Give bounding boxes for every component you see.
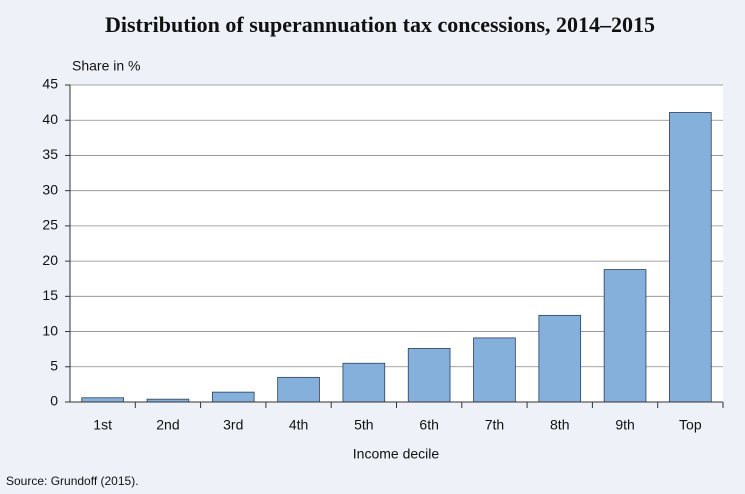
chart-title: Distribution of superannuation tax conce…	[105, 12, 655, 37]
x-tick-label: 9th	[615, 417, 634, 433]
y-tick-label: 35	[42, 146, 58, 162]
y-tick-label: 30	[42, 181, 58, 197]
x-axis-label: Income decile	[353, 446, 440, 462]
y-tick-label: 45	[42, 76, 58, 92]
x-tick-label: 4th	[289, 417, 308, 433]
bar	[473, 337, 516, 403]
y-tick-label: 20	[42, 252, 58, 268]
bar	[342, 362, 386, 403]
bar	[81, 397, 124, 403]
source: Source: Grundoff (2015).	[6, 474, 139, 488]
bar	[277, 376, 320, 403]
bar	[669, 112, 712, 403]
y-tick-label: 10	[42, 322, 58, 338]
x-tick-label: 6th	[419, 417, 438, 433]
y-tick-label: 40	[42, 111, 58, 127]
x-tick-label: 1st	[93, 417, 112, 433]
bar	[538, 314, 582, 403]
y-axis-label: Share in %	[72, 58, 140, 74]
bar	[603, 269, 647, 403]
x-tick-label: Top	[679, 417, 702, 433]
y-tick-label: 25	[42, 217, 58, 233]
x-tick-label: 2nd	[156, 417, 179, 433]
y-tick-label: 5	[50, 357, 58, 373]
x-tick-label: 5th	[354, 417, 373, 433]
y-tick-label: 15	[42, 287, 58, 303]
x-tick-label: 7th	[485, 417, 504, 433]
x-tick-label: 3rd	[223, 417, 243, 433]
y-tick-label: 0	[50, 393, 58, 409]
bar	[407, 348, 451, 403]
x-tick-label: 8th	[550, 417, 569, 433]
bar	[211, 391, 255, 403]
